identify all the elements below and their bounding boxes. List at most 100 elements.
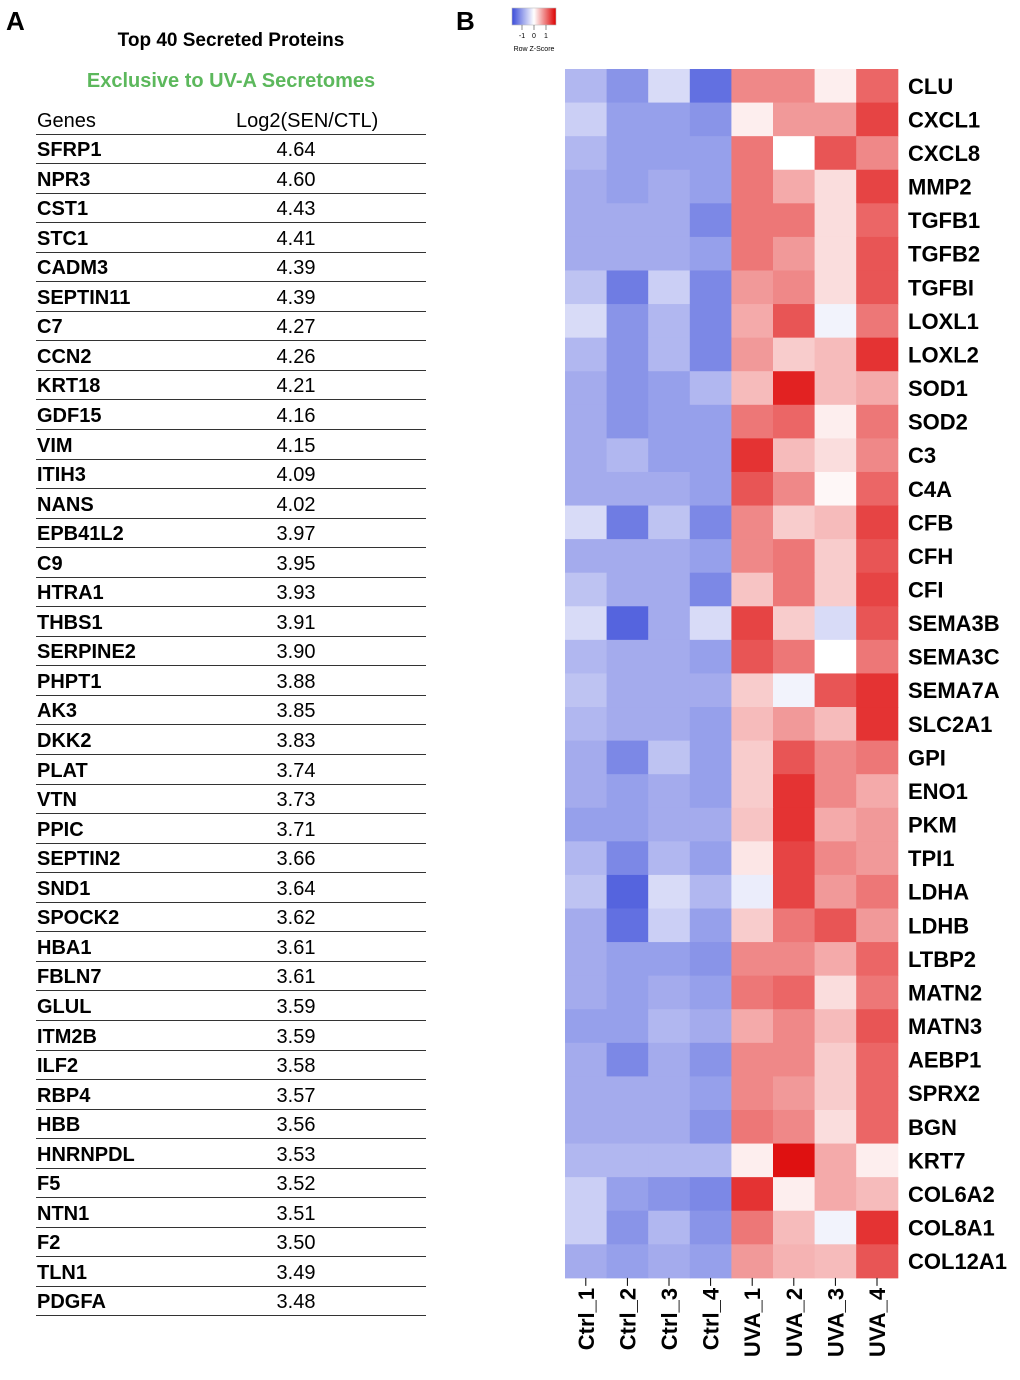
- log2-value: 4.64: [276, 139, 316, 162]
- heatmap-cell: [814, 304, 857, 339]
- heatmap-cell: [856, 707, 899, 742]
- log2-value: 4.26: [276, 345, 316, 368]
- heatmap-column-label: UVA_1: [740, 1288, 765, 1357]
- heatmap-cell: [814, 606, 857, 641]
- log2-value: 3.95: [276, 552, 316, 575]
- heatmap-cell: [648, 505, 691, 540]
- heatmap-cell: [814, 673, 857, 708]
- heatmap-row-label: CFH: [908, 544, 953, 569]
- heatmap-cell: [565, 1143, 608, 1178]
- table-row: NPR3 4.60: [36, 164, 426, 194]
- log2-value: 4.39: [276, 257, 316, 280]
- heatmap-cell: [689, 1042, 732, 1077]
- gene-name: PLAT: [37, 759, 88, 782]
- heatmap-cell: [606, 841, 649, 876]
- heatmap-cell: [689, 1177, 732, 1212]
- heatmap-cell: [648, 371, 691, 406]
- heatmap-cell: [565, 404, 608, 439]
- heatmap-cell: [689, 740, 732, 775]
- heatmap-cell: [648, 236, 691, 271]
- heatmap-row-label: CFI: [908, 577, 943, 602]
- heatmap-cell: [648, 841, 691, 876]
- heatmap-cell: [689, 270, 732, 305]
- log2-value: 4.16: [276, 405, 316, 428]
- heatmap-row-label: LDHA: [908, 880, 969, 905]
- gene-name: HBB: [37, 1114, 81, 1137]
- log2-value: 3.50: [276, 1232, 316, 1255]
- table-row: HTRA1 3.93: [36, 578, 426, 608]
- heatmap-cell: [648, 1042, 691, 1077]
- table-row: PLAT 3.74: [36, 755, 426, 785]
- heatmap-row-label: TGFBI: [908, 275, 974, 300]
- heatmap-cell: [689, 136, 732, 171]
- heatmap-cell: [773, 942, 816, 977]
- heatmap-cell: [565, 270, 608, 305]
- table-row: CADM3 4.39: [36, 253, 426, 283]
- heatmap-row-label: KRT7: [908, 1148, 965, 1173]
- heatmap-cell: [606, 1076, 649, 1111]
- heatmap-cell: [689, 438, 732, 473]
- gene-name: NTN1: [37, 1202, 90, 1225]
- log2-value: 3.56: [276, 1114, 316, 1137]
- heatmap-cell: [648, 1009, 691, 1044]
- heatmap-cell: [731, 807, 774, 842]
- heatmap-cell: [689, 1143, 732, 1178]
- heatmap-cell: [731, 572, 774, 607]
- heatmap-row-label: SOD1: [908, 376, 968, 401]
- heatmap-cell: [856, 471, 899, 507]
- heatmap-row-label: BGN: [908, 1115, 957, 1140]
- heatmap-cell: [773, 236, 816, 271]
- heatmap-cell: [648, 1244, 691, 1279]
- log2-value: 3.91: [276, 611, 316, 634]
- heatmap-cell: [606, 438, 649, 473]
- table-row: PHPT1 3.88: [36, 666, 426, 696]
- heatmap-cell: [565, 169, 608, 204]
- heatmap-cell: [814, 707, 857, 742]
- heatmap-cell: [565, 471, 608, 507]
- heatmap-cell: [814, 371, 857, 406]
- gene-name: C9: [37, 552, 63, 575]
- table-row: GLUL 3.59: [36, 991, 426, 1021]
- gene-name: ITIH3: [37, 464, 86, 487]
- heatmap-cell: [731, 1210, 774, 1245]
- heatmap-cell: [565, 1210, 608, 1245]
- heatmap-cell: [773, 740, 816, 775]
- heatmap-cell: [731, 1244, 774, 1279]
- gene-name: FBLN7: [37, 966, 102, 989]
- heatmap-cell: [773, 673, 816, 708]
- heatmap-cell: [731, 404, 774, 439]
- heatmap-cell: [773, 471, 816, 507]
- log2-value: 3.59: [276, 1025, 316, 1048]
- heatmap-cell: [856, 438, 899, 473]
- heatmap-cell: [565, 606, 608, 641]
- gene-name: DKK2: [37, 730, 92, 753]
- heatmap-cell: [814, 236, 857, 271]
- heatmap-cell: [731, 203, 774, 238]
- heatmap-cell: [606, 673, 649, 708]
- gene-name: ILF2: [37, 1055, 79, 1078]
- heatmap-column-label: Ctrl_2: [615, 1288, 640, 1350]
- heatmap-cell: [565, 337, 608, 372]
- heatmap-cell: [856, 404, 899, 439]
- table-row: HBB 3.56: [36, 1110, 426, 1140]
- heatmap-cell: [856, 270, 899, 305]
- table-row: AK3 3.85: [36, 696, 426, 726]
- heatmap-cell: [731, 236, 774, 271]
- heatmap-cell: [565, 505, 608, 540]
- table-row: F5 3.52: [36, 1169, 426, 1199]
- heatmap-cell: [689, 1009, 732, 1044]
- heatmap-cell: [814, 471, 857, 507]
- heatmap-cell: [773, 304, 816, 339]
- heatmap-column-label: UVA_4: [865, 1287, 890, 1357]
- heatmap-cell: [814, 740, 857, 775]
- heatmap-cell: [814, 1210, 857, 1245]
- gene-name: HBA1: [37, 936, 92, 959]
- heatmap-cell: [648, 639, 691, 674]
- table-row: F2 3.50: [36, 1228, 426, 1258]
- heatmap-cell: [856, 539, 899, 574]
- heatmap-cell: [856, 304, 899, 339]
- heatmap-cell: [689, 673, 732, 708]
- heatmap-cell: [606, 136, 649, 171]
- heatmap-cell: [606, 404, 649, 439]
- heatmap-cell: [856, 1009, 899, 1044]
